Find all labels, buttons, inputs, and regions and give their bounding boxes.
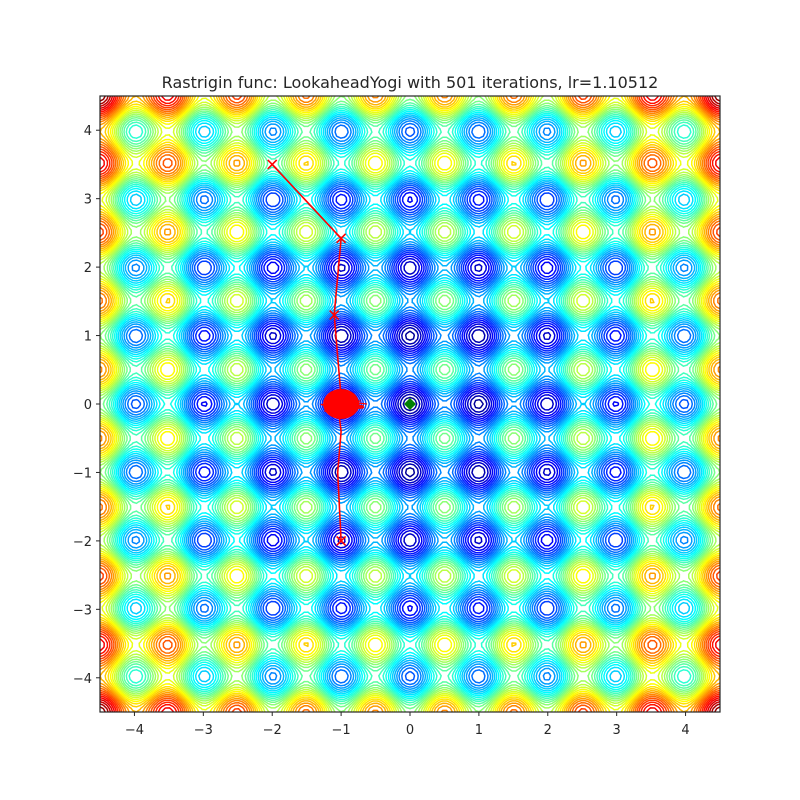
global-minimum-layer <box>404 398 416 410</box>
path-marker-4 <box>336 535 347 546</box>
contour-level-26 <box>100 96 720 712</box>
y-tick-label: −4 <box>73 672 92 687</box>
contour-level-9 <box>130 126 690 682</box>
contour-level-10 <box>126 122 694 686</box>
contour-level-25 <box>100 96 720 712</box>
optimizer-path-layer <box>267 159 367 546</box>
x-tick-label: −2 <box>263 723 282 738</box>
y-tick-label: 2 <box>84 261 92 276</box>
contour-level-12 <box>122 118 698 690</box>
contour-level-14 <box>118 114 702 694</box>
y-tick-label: −1 <box>73 466 92 481</box>
y-tick-label: 3 <box>84 193 92 208</box>
contour-level-36 <box>100 96 720 712</box>
contour-level-7 <box>193 188 627 620</box>
contour-level-11 <box>124 120 696 688</box>
path-marker-1 <box>267 159 278 170</box>
y-axis-ticks: −4 −3 −2 −1 0 1 2 3 4 <box>73 124 100 687</box>
global-minimum-marker <box>404 398 416 410</box>
contour-level-34 <box>100 96 720 712</box>
y-tick-label: 4 <box>84 124 92 139</box>
contour-level-24 <box>100 96 720 712</box>
x-tick-label: −3 <box>194 723 213 738</box>
x-tick-label: 0 <box>406 723 414 738</box>
contour-level-27 <box>100 96 720 712</box>
contour-level-31 <box>100 96 720 712</box>
path-marker-2 <box>336 233 347 244</box>
contour-level-30 <box>100 96 720 712</box>
x-tick-label: 1 <box>475 723 483 738</box>
contour-level-4 <box>262 257 558 551</box>
contour-level-40 <box>100 96 720 712</box>
contour-level-19 <box>108 104 712 704</box>
oscillation-core <box>323 389 360 419</box>
contour-level-20 <box>106 102 714 706</box>
contour-level-29 <box>100 96 720 712</box>
contour-level-41 <box>100 96 720 712</box>
contour-level-33 <box>100 96 720 712</box>
x-tick-label: 2 <box>544 723 552 738</box>
contour-level-18 <box>110 106 710 702</box>
x-tick-label: −4 <box>125 723 144 738</box>
contour-level-39 <box>100 96 720 712</box>
y-tick-label: −2 <box>73 535 92 550</box>
x-axis-ticks: −4 −3 −2 −1 0 1 2 3 4 <box>125 712 690 738</box>
chart-title: Rastrigin func: LookaheadYogi with 501 i… <box>162 73 659 92</box>
contour-level-21 <box>102 98 718 710</box>
contour-level-8 <box>191 186 629 622</box>
contour-level-16 <box>114 110 706 698</box>
y-tick-label: 1 <box>84 330 92 345</box>
contour-level-15 <box>116 112 704 696</box>
y-tick-label: −3 <box>73 603 92 618</box>
contour-level-23 <box>100 96 720 712</box>
contour-level-32 <box>100 96 720 712</box>
x-tick-label: 3 <box>613 723 621 738</box>
contour-level-13 <box>120 116 700 692</box>
path-marker-3 <box>329 309 340 321</box>
contour-level-35 <box>100 96 720 712</box>
x-tick-label: −1 <box>332 723 351 738</box>
x-tick-label: 4 <box>681 723 689 738</box>
contour-level-28 <box>100 96 720 712</box>
y-tick-label: 0 <box>84 398 92 413</box>
contour-level-17 <box>112 108 708 700</box>
contour-level-22 <box>100 96 720 712</box>
contour-level-42 <box>100 96 720 712</box>
